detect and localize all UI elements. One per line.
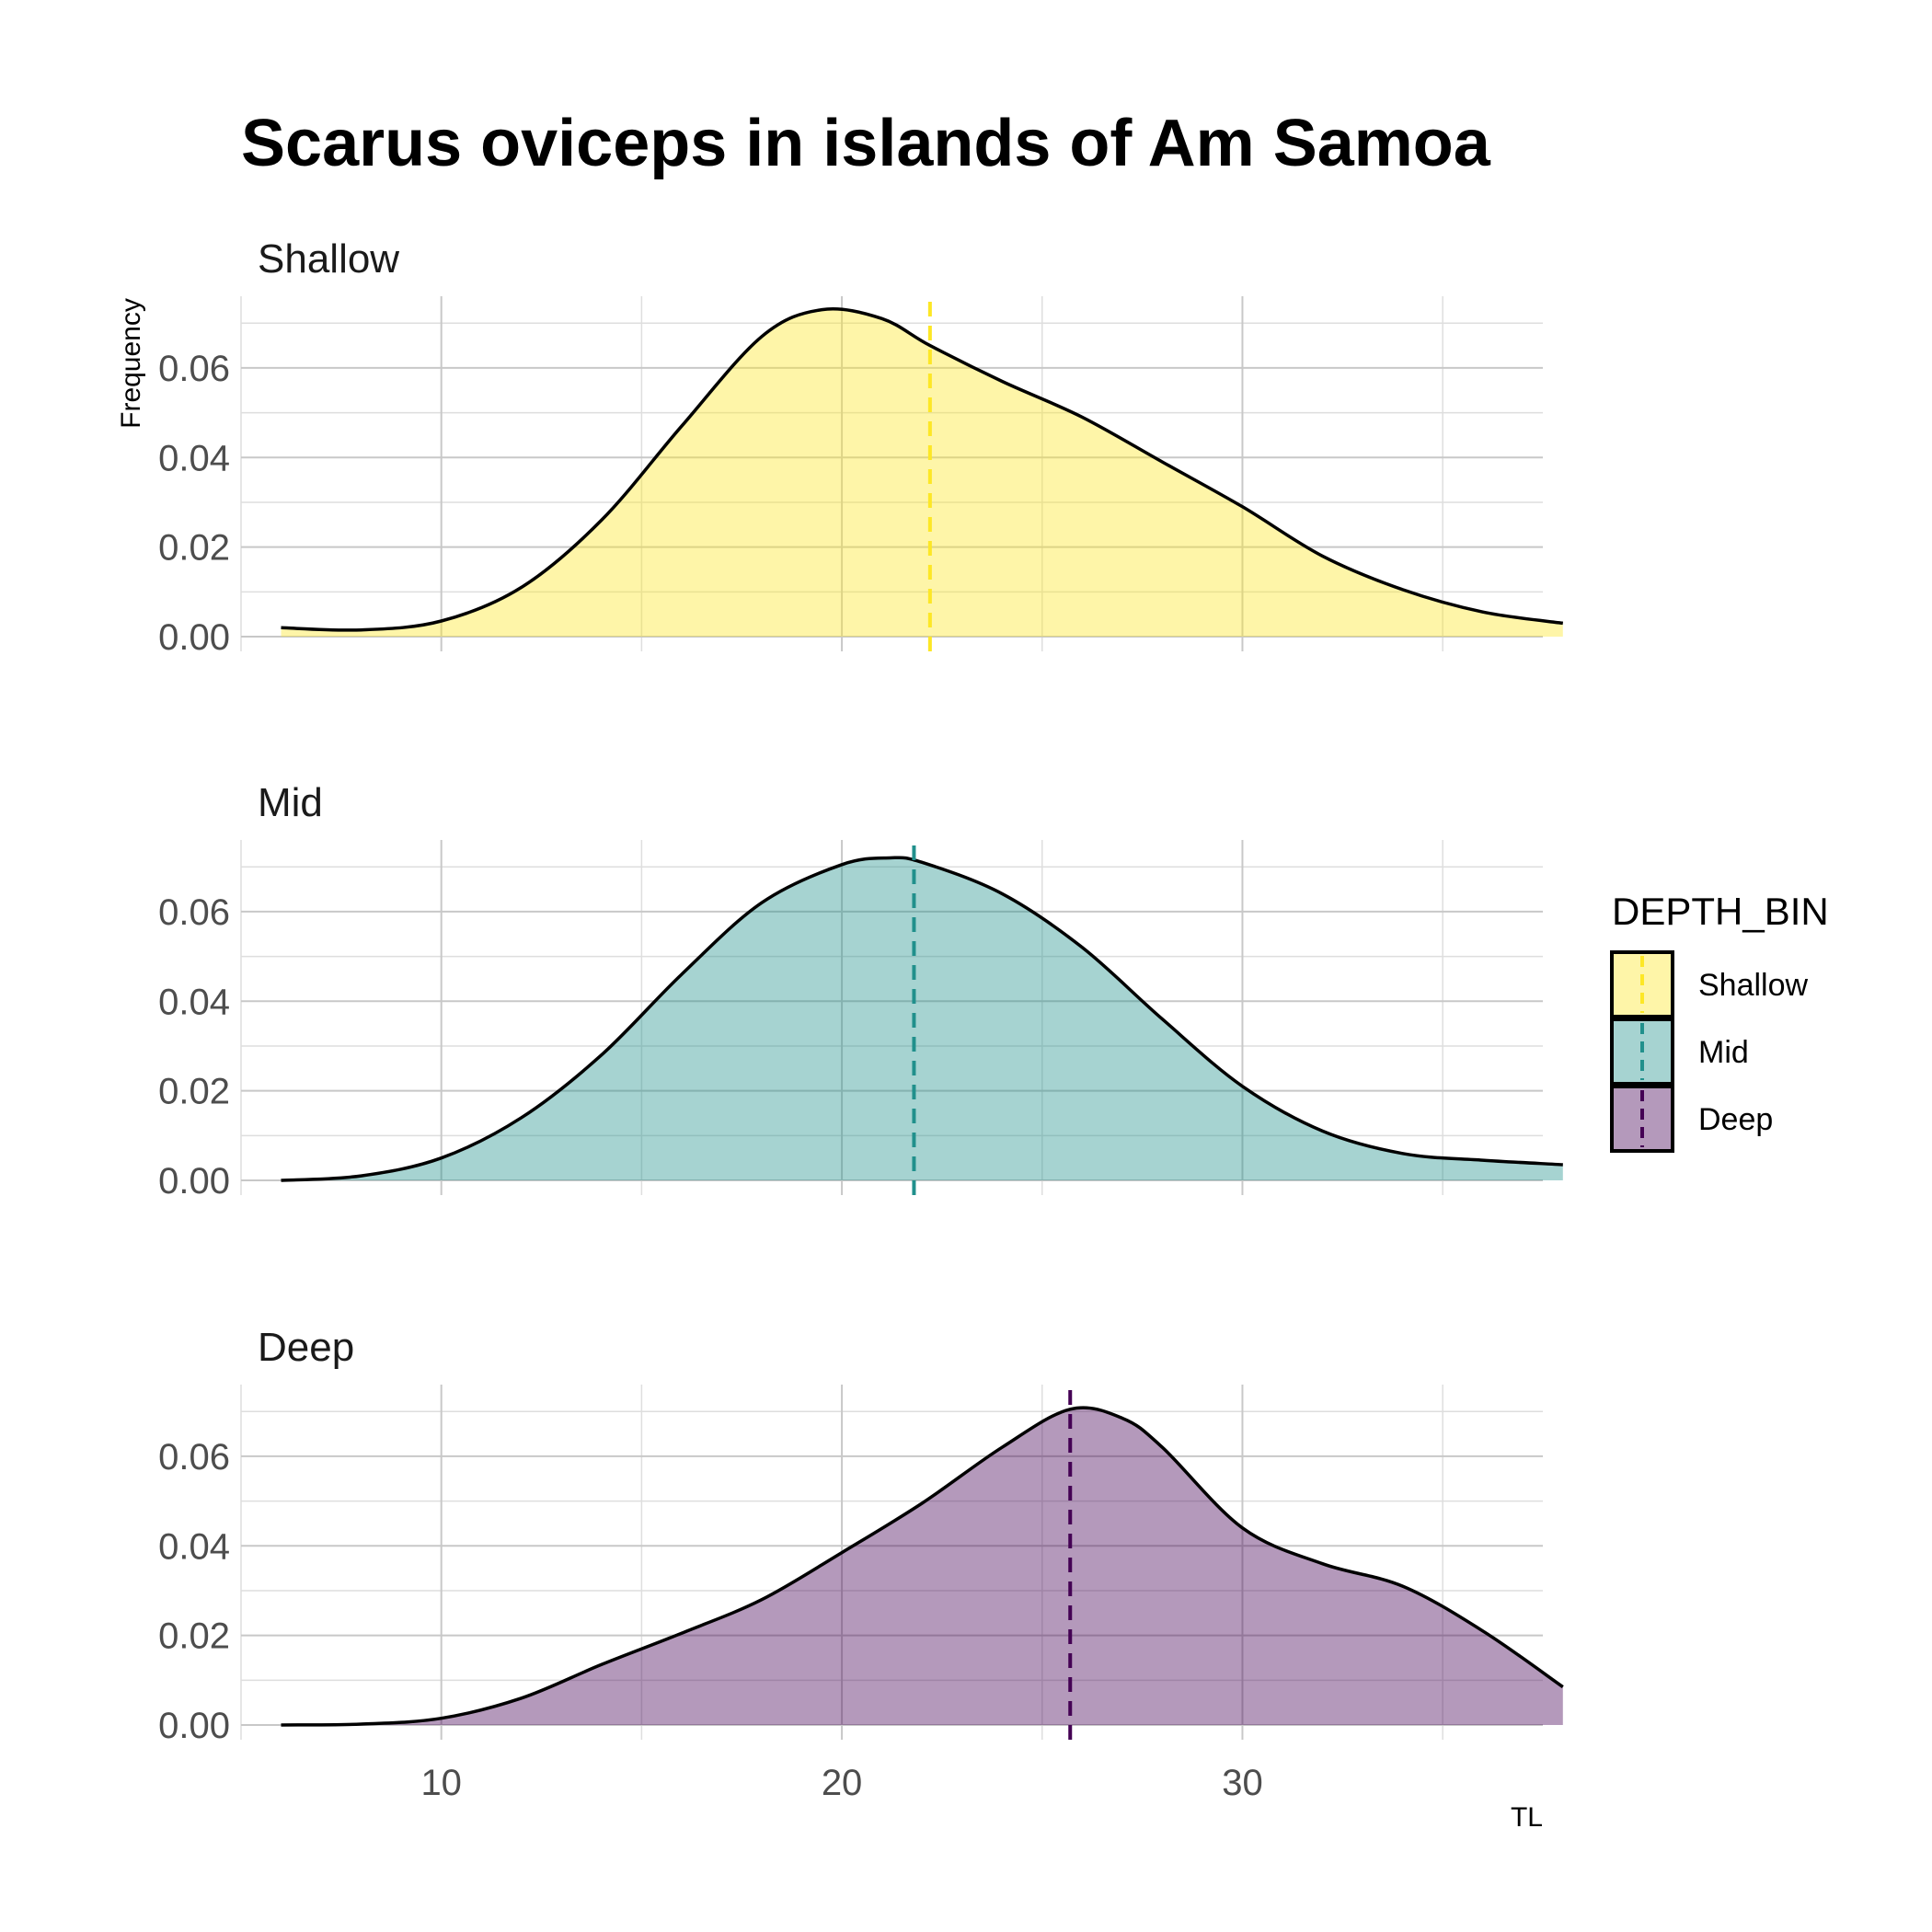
y-tick-label: 0.06: [158, 892, 230, 933]
y-tick-label: 0.00: [158, 617, 230, 658]
legend-label: Deep: [1698, 1102, 1773, 1137]
y-tick-label: 0.06: [158, 1437, 230, 1478]
x-axis-label: TL: [1511, 1802, 1543, 1833]
legend-item-shallow: Shallow: [1610, 950, 1809, 1018]
y-tick-label: 0.06: [158, 349, 230, 389]
y-tick-label: 0.00: [158, 1706, 230, 1746]
panel-label-mid: Mid: [258, 780, 323, 825]
y-tick-label: 0.04: [158, 982, 230, 1022]
legend-label: Shallow: [1698, 968, 1809, 1003]
legend-label: Mid: [1698, 1035, 1749, 1070]
panel-mid: Mid 0.00 0.02 0.04 0.06: [158, 780, 1563, 1202]
y-tick-label: 0.04: [158, 438, 230, 478]
chart-title: Scarus oviceps in islands of Am Samoa: [241, 107, 1491, 180]
y-tick-label: 0.02: [158, 1616, 230, 1657]
legend-item-deep: Deep: [1610, 1085, 1773, 1153]
y-tick-label: 0.02: [158, 1072, 230, 1112]
density-line-shallow: [281, 307, 1564, 632]
panel-label-shallow: Shallow: [258, 236, 399, 282]
x-tick-label: 20: [822, 1763, 863, 1803]
panel-deep: Deep 0.00 0.02 0.04 0.06 10 20 30: [158, 1325, 1564, 1803]
y-axis-label: Frequency: [116, 298, 146, 429]
density-line-mid: [281, 856, 1563, 1182]
panel-label-deep: Deep: [258, 1325, 354, 1370]
y-tick-label: 0.02: [158, 528, 230, 569]
density-area-mid: [281, 857, 1563, 1180]
y-tick-label: 0.00: [158, 1161, 230, 1202]
density-line-deep: [281, 1406, 1564, 1727]
legend-item-mid: Mid: [1610, 1018, 1749, 1086]
x-tick-label: 10: [420, 1763, 462, 1803]
y-tick-label: 0.04: [158, 1526, 230, 1567]
density-area-shallow: [281, 308, 1563, 637]
facet-panels: Shallow 0.00 0.02 0.04 0.06 Mid 0.00 0.02 0.04 0.…: [158, 236, 1564, 1803]
legend: DEPTH_BIN Shallow Mid Deep: [1610, 890, 1829, 1153]
panel-shallow: Shallow 0.00 0.02 0.04 0.06: [158, 236, 1564, 658]
legend-title: DEPTH_BIN: [1612, 890, 1829, 933]
density-area-deep: [281, 1408, 1563, 1725]
x-tick-label: 30: [1222, 1763, 1263, 1803]
